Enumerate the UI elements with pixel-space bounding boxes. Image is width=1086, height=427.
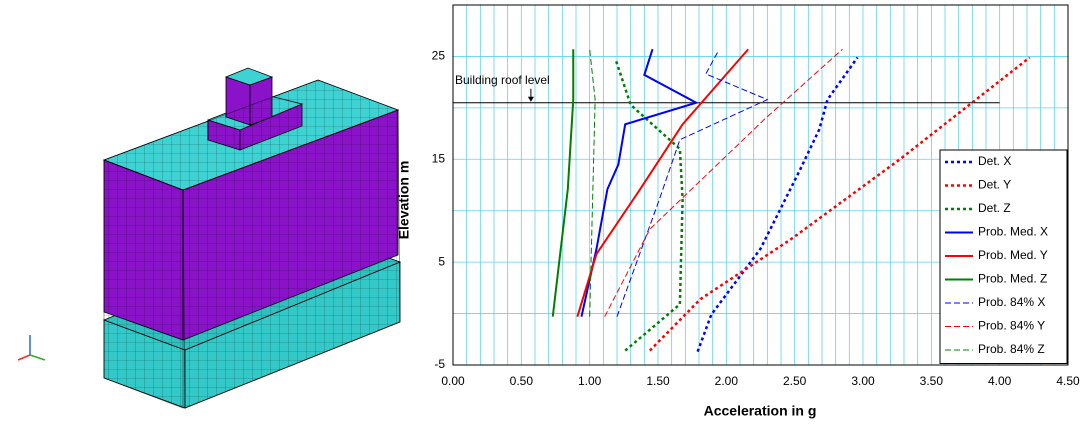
series-line <box>617 51 767 316</box>
x-axis-title: Acceleration in g <box>704 403 817 419</box>
y-tick-label: -5 <box>434 357 445 371</box>
x-tick-label: 3.50 <box>920 374 944 388</box>
x-tick-label: 1.00 <box>578 374 602 388</box>
legend-label: Prob. Med. Z <box>978 272 1047 286</box>
x-tick-label: 1.50 <box>646 374 670 388</box>
legend-label: Det. Z <box>978 201 1011 215</box>
legend-label: Prob. 84% Z <box>978 342 1045 356</box>
x-tick-label: 2.50 <box>783 374 807 388</box>
series-line <box>581 49 696 316</box>
legend-label: Prob. 84% Y <box>978 319 1045 333</box>
series-line <box>698 57 858 351</box>
y-tick-label: 5 <box>438 254 445 268</box>
x-tick-label: 0.50 <box>510 374 534 388</box>
x-tick-label: 4.50 <box>1056 374 1080 388</box>
series-line <box>605 49 843 316</box>
y-axis-title: Elevation m <box>396 161 412 240</box>
y-tick-label: 25 <box>432 49 446 63</box>
legend-label: Det. X <box>978 154 1011 168</box>
legend-label: Prob. 84% X <box>978 295 1045 309</box>
annotation-arrowhead <box>528 97 534 102</box>
legend-label: Prob. Med. X <box>978 225 1048 239</box>
x-tick-label: 0.00 <box>441 374 465 388</box>
figure: Acceleration in g Elevation m 0.00 0.50 1.… <box>0 0 1086 427</box>
legend-label: Prob. Med. Y <box>978 248 1048 262</box>
x-tick-label: 3.00 <box>851 374 875 388</box>
series-line <box>590 49 595 316</box>
y-tick-label: 15 <box>432 151 446 165</box>
annotation-text: Building roof level <box>455 73 550 87</box>
series-line <box>553 49 574 316</box>
x-tick-label: 4.00 <box>988 374 1012 388</box>
x-tick-label: 2.00 <box>715 374 739 388</box>
chart: Acceleration in g Elevation m 0.00 0.50 1.… <box>0 0 1086 427</box>
legend-label: Det. Y <box>978 178 1011 192</box>
